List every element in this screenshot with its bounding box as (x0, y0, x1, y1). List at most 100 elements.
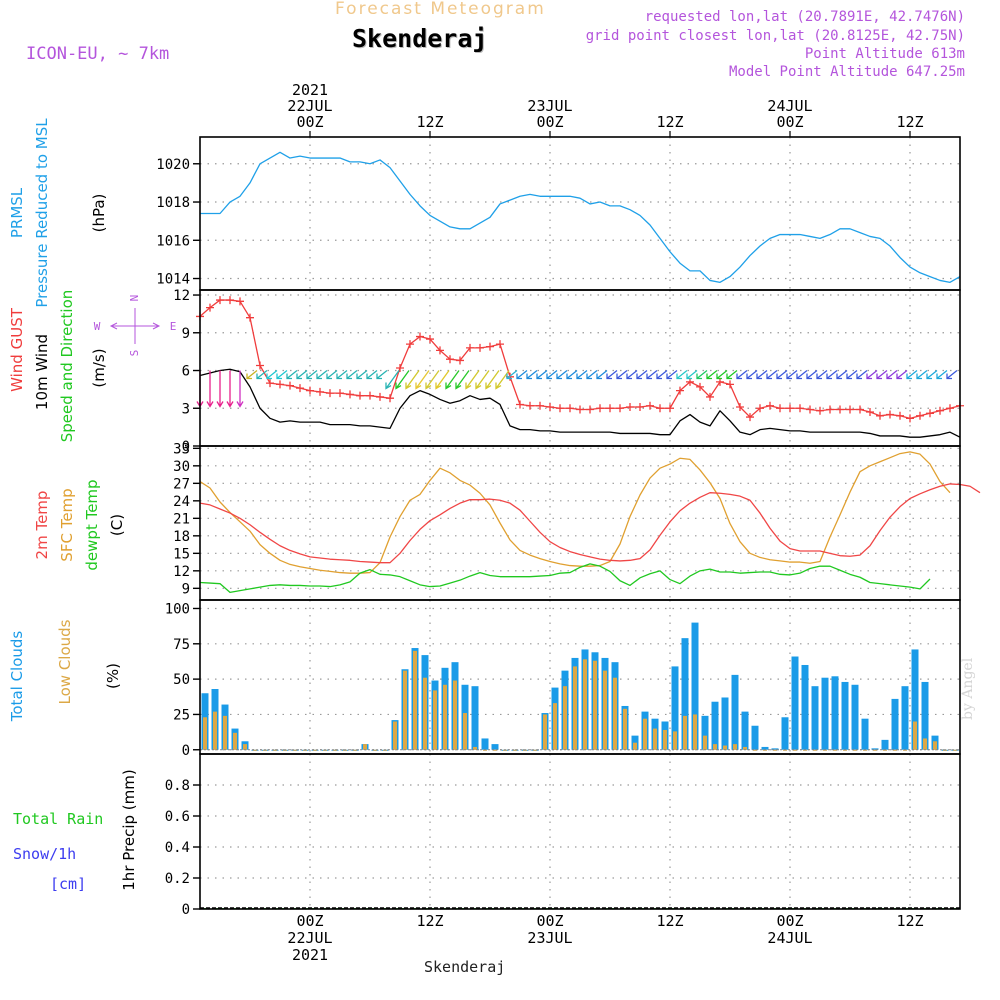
gust-marker (336, 389, 344, 398)
total-cloud-bar (771, 748, 779, 750)
wind-direction-arrow (376, 370, 388, 380)
low-cloud-bar (773, 749, 777, 751)
low-cloud-bar (813, 749, 817, 751)
temp-unit: (C) (108, 514, 126, 536)
top-time-label: 12Z (416, 113, 443, 131)
wind-direction-arrow (876, 370, 888, 380)
location-title: Skenderaj (352, 24, 488, 53)
gust-marker (736, 403, 744, 411)
y-tick-label: 75 (173, 637, 190, 653)
y-tick-label: 1016 (156, 233, 190, 249)
low-cloud-bar (233, 732, 237, 750)
total-cloud-bar (741, 711, 749, 750)
low-cloud-bar (473, 746, 477, 750)
gust-marker (796, 404, 804, 413)
low-cloud-bar (953, 749, 957, 751)
total-cloud-bar (781, 717, 789, 750)
gust-marker (646, 401, 654, 410)
product-title: Forecast Meteogram (335, 0, 546, 19)
low-cloud-bar (413, 650, 417, 750)
total-cloud-bar (851, 684, 859, 750)
y-tick-label: 33 (173, 441, 190, 457)
top-time-label: 00Z (776, 113, 803, 131)
gust-marker (666, 404, 674, 413)
gust-marker (596, 404, 604, 413)
low-cloud-bar (633, 742, 637, 750)
top-time-label: 00Z (296, 113, 323, 131)
gust-marker (296, 384, 304, 393)
low-cloud-bar (533, 749, 537, 751)
low-cloud-bar (603, 670, 607, 750)
compass-east: E (170, 320, 177, 333)
low-cloud-bar (893, 749, 897, 751)
low-cloud-bar (573, 666, 577, 750)
bottom-time-label: 2021 (292, 946, 328, 964)
low-cloud-bar (683, 715, 687, 750)
low-cloud-bar (923, 738, 927, 750)
gust-marker (576, 405, 584, 414)
wind-direction-arrow (906, 370, 918, 380)
gust-marker (546, 403, 554, 411)
low-cloud-bar (493, 749, 497, 751)
gust-marker (836, 405, 844, 414)
total-cloud-bar (721, 697, 729, 750)
low-cloud-bar (243, 744, 247, 750)
low-cloud-bar (913, 721, 917, 750)
gust-marker (726, 380, 734, 389)
wind-direction-arrow (646, 370, 658, 380)
gust-marker (876, 411, 884, 420)
wind-direction-arrow (266, 370, 278, 380)
gust-marker (446, 355, 454, 364)
y-tick-label: 0.4 (165, 840, 190, 856)
low-cloud-bar (643, 718, 647, 750)
wind-direction-arrow (936, 370, 948, 380)
wind-direction-arrow (926, 370, 938, 380)
y-tick-label: 100 (165, 601, 190, 617)
y-tick-label: 1020 (156, 157, 190, 173)
low-cloud-bar (933, 741, 937, 750)
wind-direction-arrow (465, 370, 480, 390)
wind-direction-arrow (455, 370, 470, 390)
gust-marker (626, 403, 634, 411)
low-cloud-bar (733, 744, 737, 750)
bottom-time-label: 12Z (416, 912, 443, 930)
gust-marker (656, 404, 664, 413)
wind-direction-arrow (676, 370, 688, 380)
wind-direction-arrow (656, 370, 668, 380)
gust-marker (436, 346, 444, 355)
gust-marker (476, 343, 484, 352)
snow-unit: [cm] (50, 875, 86, 893)
wind-direction-arrow (816, 370, 828, 380)
low-cloud-bar (253, 749, 257, 751)
gust-marker (366, 391, 374, 400)
dewpoint-title: dewpt Temp (83, 479, 101, 570)
gust-marker (776, 404, 784, 413)
gust-marker (316, 387, 324, 396)
gust-marker (636, 403, 644, 411)
low-cloud-bar (743, 746, 747, 750)
wind-direction-arrow (596, 370, 608, 380)
wind-direction-arrow (846, 370, 858, 380)
model-altitude: Model Point Altitude 647.25m (728, 64, 965, 80)
y-tick-label: 25 (173, 707, 190, 723)
wind-direction-arrow (806, 370, 818, 380)
wind-direction-arrow (366, 370, 378, 380)
gust-marker (586, 405, 594, 414)
gust-marker (906, 414, 914, 423)
low-cloud-bar (613, 677, 617, 750)
gust-marker (346, 390, 354, 399)
compass-icon (109, 308, 161, 344)
gust-marker (886, 410, 894, 419)
low-cloud-bar (353, 749, 357, 751)
gust-marker (406, 340, 414, 349)
y-tick-label: 27 (173, 476, 190, 492)
wind-direction-arrow (606, 370, 618, 380)
wind-direction-arrow (916, 370, 928, 380)
low-cloud-bar (623, 708, 627, 750)
wind-direction-arrow (485, 370, 500, 390)
low-cloud-bar (463, 713, 467, 750)
panel-frame (199, 136, 961, 291)
total-cloud-bar (841, 681, 849, 750)
wind-direction-arrow (415, 370, 430, 390)
